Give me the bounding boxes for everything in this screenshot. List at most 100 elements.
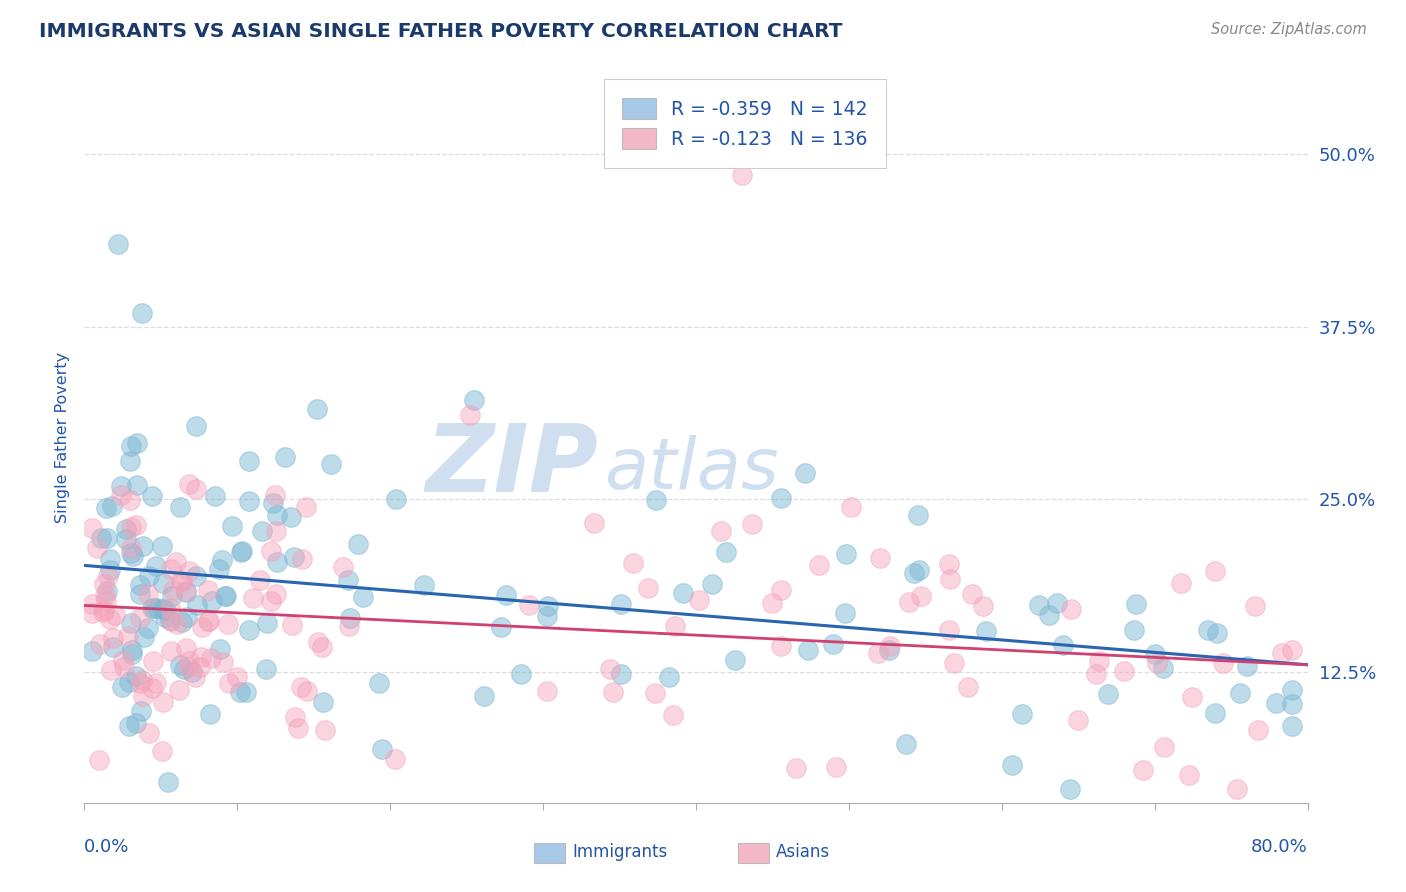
Point [1152,661,1174,675]
Point [254,662,277,676]
Point [536,608,558,623]
Point [1236,658,1258,673]
Point [155,603,177,617]
Point [141,489,163,503]
Point [1244,599,1267,614]
Point [825,760,848,774]
Point [184,419,207,434]
Point [307,635,329,649]
Point [472,690,495,704]
Point [170,615,193,629]
Point [264,524,287,539]
Point [413,578,436,592]
Point [184,482,207,496]
Point [169,658,191,673]
Point [138,569,160,583]
Point [761,596,783,610]
Point [117,629,139,643]
Point [1087,654,1109,668]
Point [823,637,845,651]
Point [118,719,141,733]
Point [129,611,152,625]
Point [489,620,512,634]
Point [96,584,118,599]
Point [1067,713,1090,727]
Point [98,612,121,626]
Point [136,621,159,635]
Point [710,524,733,538]
Point [190,649,212,664]
Point [228,685,250,699]
Point [136,587,159,601]
Point [637,581,659,595]
Point [610,597,633,611]
Point [332,560,354,574]
Point [1038,608,1060,623]
Point [190,659,212,673]
Point [337,573,360,587]
Point [266,508,288,523]
Point [162,582,184,597]
Point [1281,682,1303,697]
Point [517,598,540,612]
Point [280,510,302,524]
Point [129,704,152,718]
Point [225,670,247,684]
Point [1059,782,1081,797]
Point [191,620,214,634]
Point [960,587,983,601]
Point [177,660,200,674]
Point [796,643,818,657]
Point [238,624,260,638]
Point [121,643,143,657]
Point [658,670,681,684]
Point [131,306,153,320]
Point [111,653,134,667]
Point [688,593,710,607]
Point [938,558,960,572]
Point [129,676,152,690]
Point [89,637,111,651]
Point [337,619,360,633]
Point [769,583,792,598]
Point [599,662,621,676]
Point [290,680,312,694]
Point [287,722,309,736]
Point [159,601,181,615]
Point [583,516,606,531]
Point [100,663,122,677]
Point [173,662,195,676]
Point [80,597,103,611]
Point [186,599,208,613]
Point [1181,690,1204,704]
Point [169,500,191,515]
Point [112,660,135,674]
Point [200,650,222,665]
Point [1123,623,1146,637]
Point [150,539,173,553]
Point [229,544,252,558]
Point [217,616,239,631]
Point [160,644,183,658]
Text: IMMIGRANTS VS ASIAN SINGLE FATHER POVERTY CORRELATION CHART: IMMIGRANTS VS ASIAN SINGLE FATHER POVERT… [39,22,842,41]
Point [80,606,103,620]
Point [91,605,114,619]
Point [319,457,342,471]
Point [115,522,138,536]
Point [770,491,793,505]
Point [138,725,160,739]
Point [835,547,858,561]
Point [86,541,108,555]
Point [242,591,264,605]
Point [252,524,274,538]
Point [131,673,153,688]
Text: Asians: Asians [776,843,830,861]
Point [1143,648,1166,662]
Point [385,492,408,507]
Point [281,618,304,632]
Point [264,587,287,601]
Point [1281,697,1303,711]
Point [238,493,260,508]
Point [110,488,132,502]
Point [165,555,187,569]
